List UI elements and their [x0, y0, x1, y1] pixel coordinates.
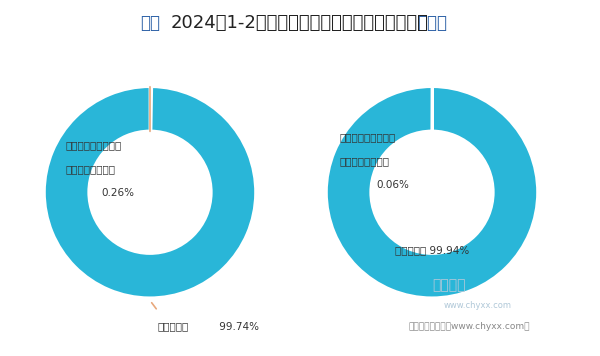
- Text: 藤、棕、草制品业: 藤、棕、草制品业: [65, 164, 116, 174]
- Text: 99.74%: 99.74%: [216, 321, 259, 331]
- Text: 全国: 全国: [140, 14, 160, 32]
- Text: 智研咨询: 智研咨询: [432, 278, 466, 292]
- Text: www.chyxx.com: www.chyxx.com: [444, 301, 512, 310]
- Text: 木材加工和木、竹、: 木材加工和木、竹、: [65, 140, 122, 150]
- Wedge shape: [326, 87, 538, 298]
- Wedge shape: [44, 87, 256, 298]
- Text: 广东省: 广东省: [417, 14, 447, 32]
- Text: 其他制造业 99.94%: 其他制造业 99.94%: [395, 245, 469, 255]
- Text: 2024年1-2月分地区分行业出口货值占比统计图: 2024年1-2月分地区分行业出口货值占比统计图: [171, 14, 429, 32]
- Text: 木材加工和木、竹、: 木材加工和木、竹、: [340, 132, 396, 142]
- Text: 藤、棕、草制品业: 藤、棕、草制品业: [340, 156, 389, 166]
- Text: 制图：智研咨询（www.chyxx.com）: 制图：智研咨询（www.chyxx.com）: [408, 322, 530, 331]
- Text: 其他制造业: 其他制造业: [158, 321, 189, 331]
- Text: 0.06%: 0.06%: [376, 179, 409, 190]
- Wedge shape: [150, 87, 152, 131]
- Text: 0.26%: 0.26%: [102, 188, 135, 198]
